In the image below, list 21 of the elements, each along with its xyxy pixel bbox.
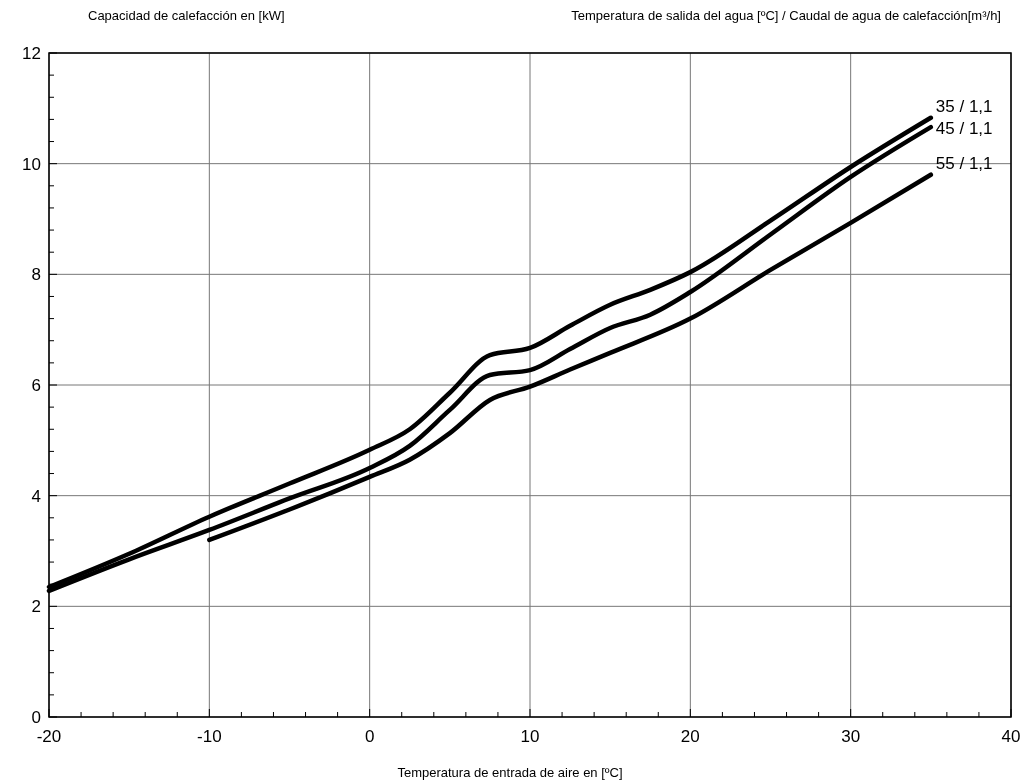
series-label: 45 / 1,1: [935, 118, 993, 138]
y-tick-label: 10: [22, 154, 41, 174]
series-label: 55 / 1,1: [935, 153, 993, 173]
x-tick-label: -10: [197, 727, 222, 746]
line-series: [207, 172, 934, 543]
y-tick-label: 12: [22, 44, 41, 63]
x-tick-label: 30: [841, 727, 861, 746]
x-tick-label: 10: [520, 727, 540, 746]
x-tick-label: 40: [1001, 727, 1021, 746]
x-tick-label: 0: [364, 727, 375, 746]
x-axis-title: Temperatura de entrada de aire en [ºC]: [397, 765, 623, 780]
x-tick-label: 20: [680, 727, 700, 746]
y-axis-title: Capacidad de calefacción en [kW]: [88, 8, 285, 23]
series-label: 35 / 1,1: [935, 96, 993, 116]
y-tick-label: 6: [31, 376, 41, 395]
y-tick-label: 4: [31, 486, 41, 506]
y-tick-label: 2: [31, 597, 41, 617]
x-tick-label: -20: [36, 727, 62, 746]
y-tick-label: 0: [31, 708, 41, 727]
y-tick-label: 8: [31, 265, 41, 285]
legend-title: Temperatura de salida del agua [ºC] / Caudal de agua de calefacción[m³/h]: [571, 8, 1001, 23]
